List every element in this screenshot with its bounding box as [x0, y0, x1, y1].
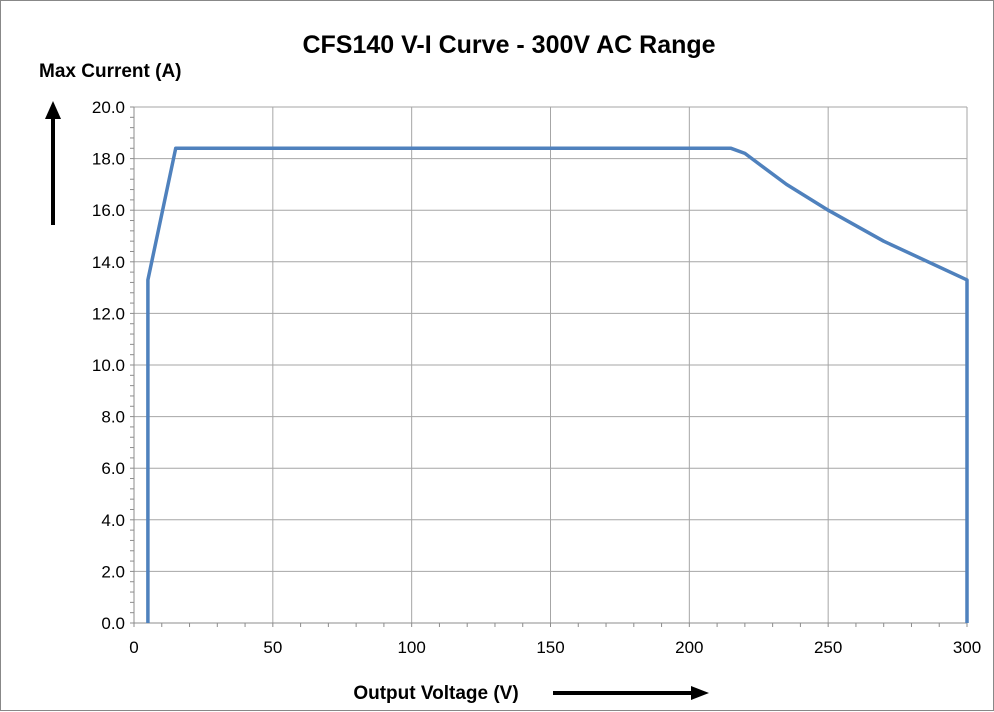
x-tick-label: 0 — [129, 638, 138, 657]
tick-labels: 0.0 2.0 4.0 6.0 8.0 10.0 12.0 14.0 16.0 18.0 20.0 0… — [92, 98, 981, 657]
x-axis-arrow — [553, 686, 709, 700]
y-tick-label: 12.0 — [92, 304, 125, 323]
x-tick-label: 100 — [397, 638, 425, 657]
y-axis-title: Max Current (A) — [39, 61, 182, 82]
y-tick-label: 10.0 — [92, 356, 125, 375]
chart-title: CFS140 V-I Curve - 300V AC Range — [302, 31, 715, 59]
y-tick-label: 6.0 — [101, 459, 125, 478]
y-tick-label: 2.0 — [101, 562, 125, 581]
y-tick-label: 14.0 — [92, 253, 125, 272]
x-tick-label: 250 — [814, 638, 842, 657]
y-tick-label: 20.0 — [92, 98, 125, 117]
gridlines — [134, 106, 968, 623]
series-layer — [146, 146, 969, 623]
x-tick-label: 300 — [953, 638, 981, 657]
y-tick-label: 0.0 — [101, 614, 125, 633]
x-tick-label: 200 — [675, 638, 703, 657]
x-tick-label: 150 — [536, 638, 564, 657]
vi-curve-line — [146, 146, 969, 623]
y-tick-label: 16.0 — [92, 201, 125, 220]
x-tick-label: 50 — [263, 638, 282, 657]
minor-ticks — [130, 106, 968, 627]
y-tick-label: 18.0 — [92, 150, 125, 169]
y-tick-label: 4.0 — [101, 511, 125, 530]
y-axis-arrow — [45, 101, 61, 225]
y-tick-label: 8.0 — [101, 408, 125, 427]
x-axis-title: Output Voltage (V) — [353, 683, 518, 704]
